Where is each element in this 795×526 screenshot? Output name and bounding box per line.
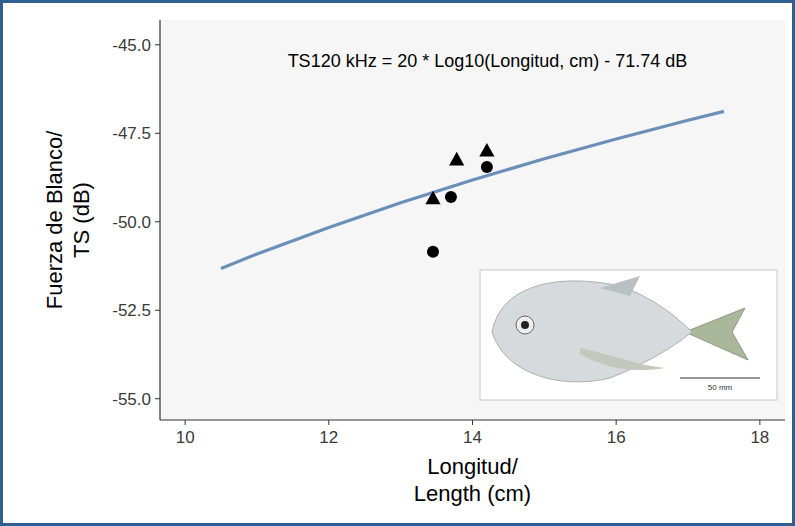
y-axis: [159, 20, 160, 420]
y-tick: [155, 398, 160, 399]
y-axis-title: Fuerza de Blanco/TS (dB): [42, 130, 94, 309]
y-tick-label: -50.0: [112, 213, 151, 232]
y-tick-label: -47.5: [112, 124, 151, 143]
point: [481, 161, 493, 173]
x-axis-title-line: Length (cm): [414, 481, 531, 506]
fit-line: [221, 111, 724, 268]
point: [479, 143, 494, 157]
fish-tail: [685, 308, 748, 360]
scale-label: 50 mm: [708, 383, 733, 392]
inset-frame: [480, 270, 777, 400]
plot-area: [160, 20, 785, 420]
point: [449, 152, 464, 166]
x-tick-label: 12: [319, 428, 338, 447]
point: [445, 191, 457, 203]
fish: 50 mm: [492, 276, 760, 392]
y-tick: [155, 310, 160, 311]
fish-pupil: [521, 321, 529, 329]
x-tick-label: 10: [176, 428, 195, 447]
x-tick-label: 16: [607, 428, 626, 447]
frame: [2, 2, 794, 525]
x-tick-label: 18: [750, 428, 769, 447]
fish-eye: [516, 316, 534, 334]
fish-body: [492, 281, 692, 382]
y-tick: [155, 221, 160, 222]
x-tick: [759, 420, 760, 425]
x-axis-title: Longitud/Length (cm): [414, 454, 531, 506]
x-tick: [472, 420, 473, 425]
x-tick: [328, 420, 329, 425]
y-axis-title-line: TS (dB): [69, 182, 94, 258]
x-tick-label: 14: [463, 428, 482, 447]
point: [427, 246, 439, 258]
y-tick: [155, 44, 160, 45]
y-tick-label: -55.0: [112, 390, 151, 409]
y-axis-title-line: Fuerza de Blanco/: [42, 130, 67, 309]
x-tick: [616, 420, 617, 425]
fish-fin: [600, 276, 640, 296]
scale-bar: [680, 378, 760, 379]
equation: TS120 kHz = 20 * Log10(Longitud, cm) - 7…: [288, 51, 688, 71]
inset: 50 mm: [480, 270, 777, 400]
y-tick-label: -45.0: [112, 36, 151, 55]
point: [425, 191, 440, 205]
chart: -55.0 -52.5 -50.0 -47.5 -45.0 10 12 14 16 18 Longi…: [0, 0, 795, 526]
data-layer: [221, 111, 724, 268]
y-tick: [155, 133, 160, 134]
y-tick-label: -52.5: [112, 301, 151, 320]
fish-fin: [580, 348, 665, 370]
x-axis-title-line: Longitud/: [427, 454, 518, 479]
x-tick: [185, 420, 186, 425]
